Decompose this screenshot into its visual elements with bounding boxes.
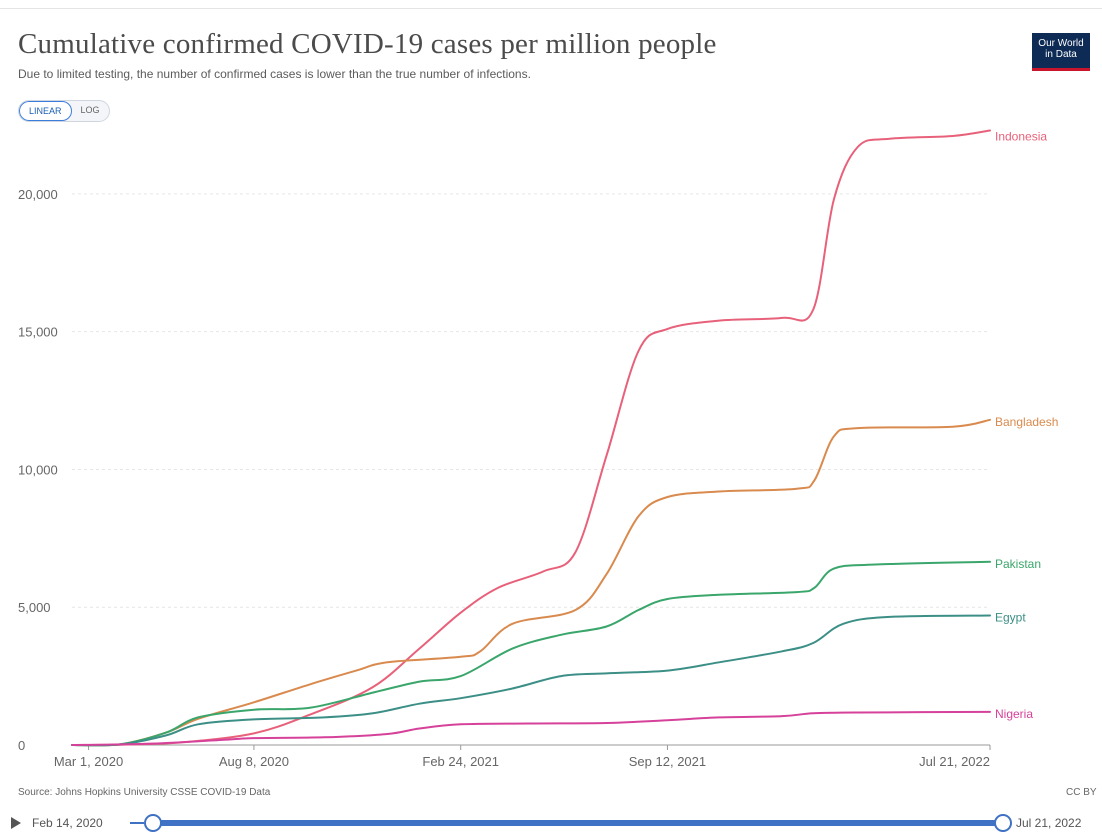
owid-logo[interactable]: Our World in Data <box>1032 33 1090 71</box>
timeline-end-label: Jul 21, 2022 <box>1016 816 1082 830</box>
chart-title: Cumulative confirmed COVID-19 cases per … <box>18 28 717 60</box>
series-label-bangladesh[interactable]: Bangladesh <box>995 415 1058 429</box>
y-tick-label: 0 <box>18 738 25 753</box>
x-tick-label: Feb 24, 2021 <box>422 754 499 769</box>
x-tick-label: Sep 12, 2021 <box>629 754 706 769</box>
series-label-pakistan[interactable]: Pakistan <box>995 557 1041 571</box>
y-tick-label: 15,000 <box>18 325 58 340</box>
chart-subtitle: Due to limited testing, the number of co… <box>18 67 531 81</box>
y-tick-label: 20,000 <box>18 187 58 202</box>
series-label-indonesia[interactable]: Indonesia <box>995 130 1047 144</box>
log-scale-button[interactable]: LOG <box>80 105 100 115</box>
x-tick-label: Aug 8, 2020 <box>219 754 289 769</box>
series-line-indonesia[interactable] <box>71 129 991 747</box>
series-line-pakistan[interactable] <box>71 560 991 747</box>
timeline-start-label: Feb 14, 2020 <box>32 816 103 830</box>
line-chart[interactable]: 0 5,000 10,000 15,000 20,000 Mar 1, 2020 Aug 8… <box>0 125 1102 780</box>
top-divider <box>0 8 1102 9</box>
scale-toggle: LINEAR LOG <box>18 100 110 122</box>
license-label[interactable]: CC BY <box>1066 787 1097 798</box>
logo-line-1: Our World <box>1038 38 1084 49</box>
series-line-nigeria[interactable] <box>71 710 991 746</box>
logo-line-2: in Data <box>1045 49 1077 60</box>
timeline-end-handle[interactable] <box>994 814 1012 832</box>
source-note[interactable]: Source: Johns Hopkins University CSSE CO… <box>18 787 271 798</box>
timeline-start-handle[interactable] <box>144 814 162 832</box>
x-tick-label: Mar 1, 2020 <box>54 754 123 769</box>
play-icon[interactable] <box>11 817 21 829</box>
timeline-range[interactable] <box>150 820 1002 826</box>
y-tick-label: 10,000 <box>18 462 58 477</box>
series-line-bangladesh[interactable] <box>71 418 991 747</box>
y-tick-label: 5,000 <box>18 600 51 615</box>
x-tick-label: Jul 21, 2022 <box>919 754 990 769</box>
timeline-track[interactable] <box>130 822 144 824</box>
series-line-egypt[interactable] <box>71 614 991 747</box>
series-label-nigeria[interactable]: Nigeria <box>995 707 1033 721</box>
linear-scale-button[interactable]: LINEAR <box>19 101 72 121</box>
series-label-egypt[interactable]: Egypt <box>995 610 1026 624</box>
timeline: Feb 14, 2020 Jul 21, 2022 <box>0 808 1102 838</box>
